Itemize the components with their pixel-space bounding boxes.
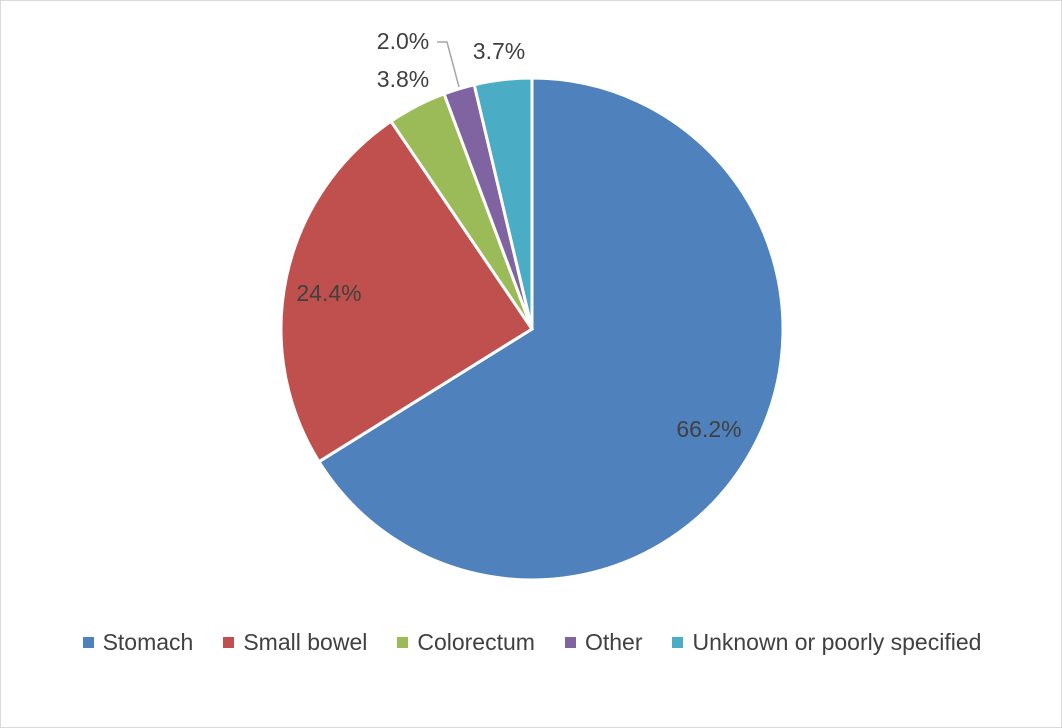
legend-label: Other [584, 628, 643, 655]
legend-swatch [82, 636, 94, 648]
legend: Stomach Small bowel Colorectum Other Unknown… [1, 625, 1062, 659]
pie-chart: 66.2% 24.4% 3.8% 2.0% 3.7% [279, 28, 785, 582]
pie-slice-stomach [316, 76, 785, 582]
legend-swatch [223, 636, 235, 648]
data-label-small-bowel: 24.4% [296, 280, 361, 306]
legend-label: Colorectum [417, 628, 535, 655]
legend-label: Unknown or poorly specified [692, 628, 982, 655]
legend-item: Stomach [82, 628, 194, 656]
legend-item: Colorectum [397, 629, 535, 656]
data-label-unknown-or-poorly-specified: 3.7% [473, 38, 525, 64]
legend-label: Stomach [102, 628, 194, 655]
legend-item: Other [564, 628, 643, 656]
legend-swatch [397, 636, 409, 648]
legend-item: Small bowel [223, 629, 367, 656]
data-label-stomach: 66.2% [676, 416, 741, 442]
data-label-colorectum: 3.8% [377, 66, 429, 92]
pie-slice-small-bowel [279, 119, 535, 464]
pie-slice-unknown-or-poorly-specified [472, 76, 534, 330]
leader-line-other [437, 41, 460, 88]
data-label-other: 2.0% [377, 28, 429, 54]
legend-swatch [672, 636, 684, 648]
legend-item: Unknown or poorly specified [672, 629, 981, 656]
legend-label: Small bowel [243, 628, 368, 655]
legend-swatch [564, 636, 576, 648]
